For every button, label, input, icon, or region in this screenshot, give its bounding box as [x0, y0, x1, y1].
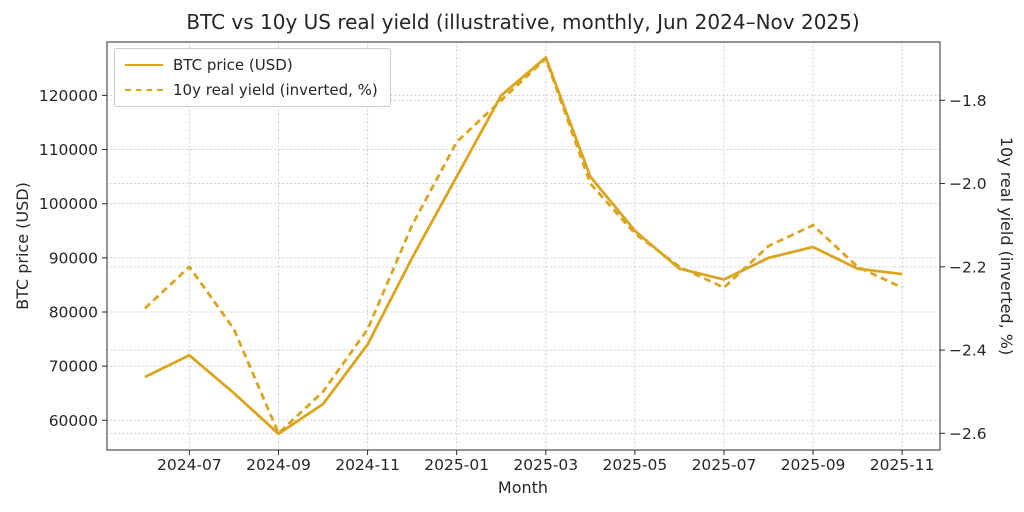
- legend-label-real-yield: 10y real yield (inverted, %): [173, 81, 378, 99]
- yield-line-swatch: [125, 89, 163, 91]
- legend-item-real-yield: 10y real yield (inverted, %): [125, 81, 378, 99]
- right-tick-label: −2.2: [949, 258, 987, 276]
- chart-title: BTC vs 10y US real yield (illustrative, …: [186, 10, 859, 34]
- legend-item-btc-price: BTC price (USD): [125, 56, 378, 74]
- grid-lines: [106, 41, 941, 451]
- x-tick-label: 2024-07: [157, 456, 222, 474]
- real-yield-line: [143, 57, 903, 435]
- x-axis-label: Month: [498, 478, 548, 497]
- x-tick-label: 2024-09: [246, 456, 311, 474]
- x-tick-label: 2025-11: [870, 456, 935, 474]
- chart-legend: BTC price (USD) 10y real yield (inverted…: [114, 48, 391, 107]
- right-tick-label: −2.6: [949, 425, 987, 443]
- left-y-axis-label: BTC price (USD): [13, 182, 32, 310]
- x-tick-label: 2025-07: [692, 456, 757, 474]
- left-tick-label: 120000: [39, 87, 98, 105]
- x-tick-label: 2025-09: [781, 456, 846, 474]
- left-tick-label: 110000: [39, 141, 98, 159]
- plot-border: [106, 41, 941, 451]
- left-tick-label: 70000: [49, 358, 98, 376]
- right-tick-label: −2.4: [949, 342, 987, 360]
- left-tick-label: 90000: [49, 249, 98, 267]
- x-tick-label: 2025-03: [513, 456, 578, 474]
- btc-line-swatch: [125, 64, 163, 66]
- btc-price-line: [144, 56, 903, 436]
- legend-label-btc-price: BTC price (USD): [173, 56, 293, 74]
- x-tick-label: 2025-05: [602, 456, 667, 474]
- left-tick-label: 60000: [49, 412, 98, 430]
- axis-ticks: 2024-07 2024-09 2024-11 2025-01 2025-03 2025-…: [39, 87, 987, 474]
- x-tick-label: 2024-11: [335, 456, 400, 474]
- x-tick-label: 2025-01: [424, 456, 489, 474]
- left-tick-label: 100000: [39, 195, 98, 213]
- right-tick-label: −1.8: [949, 92, 987, 110]
- right-tick-label: −2.0: [949, 175, 987, 193]
- left-tick-label: 80000: [49, 304, 98, 322]
- data-series: [143, 56, 903, 436]
- right-y-axis-label: 10y real yield (inverted, %): [997, 137, 1016, 355]
